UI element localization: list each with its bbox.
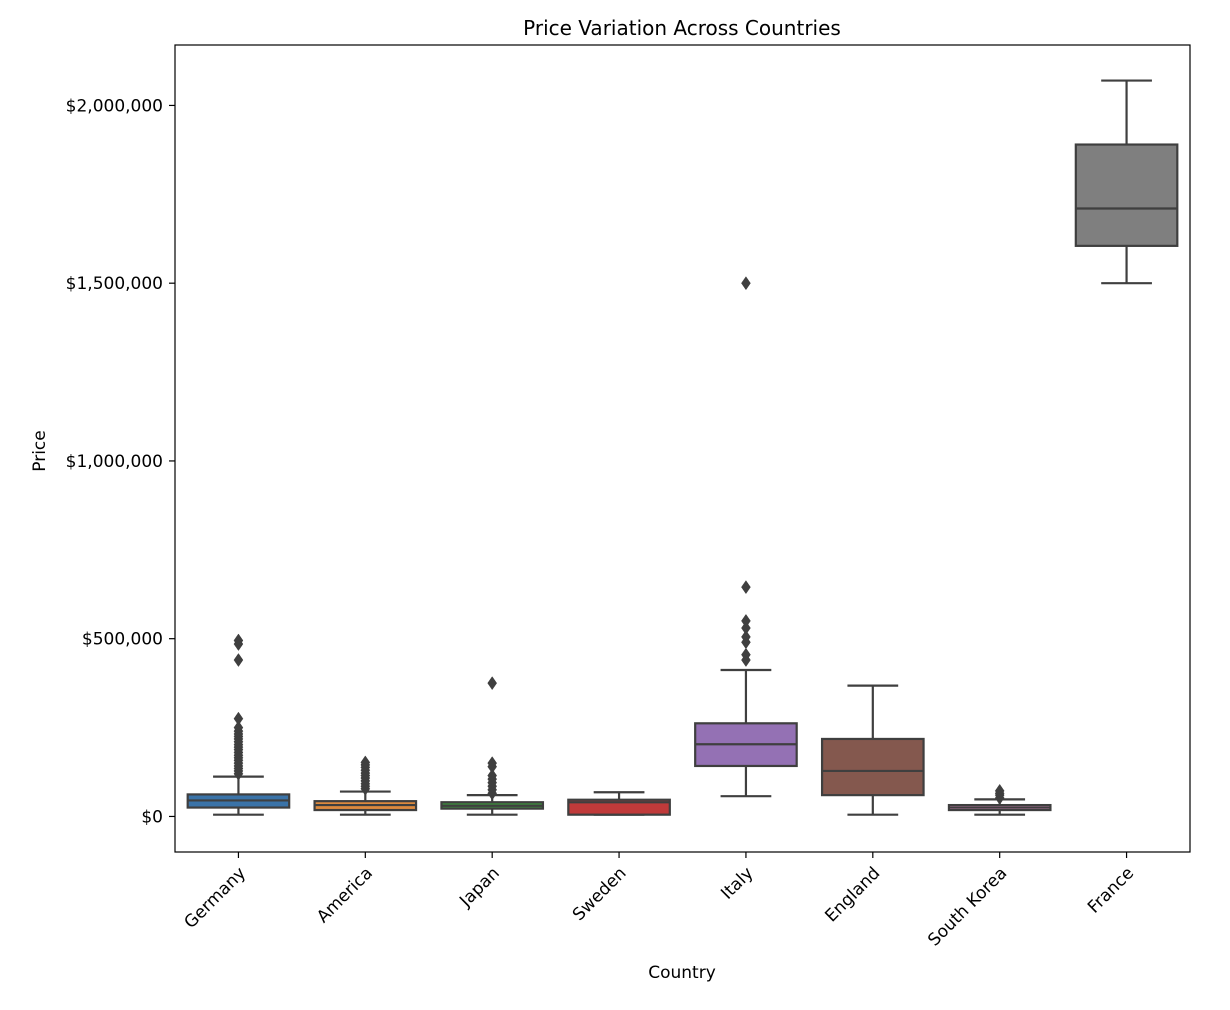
- box-japan: [440, 676, 545, 816]
- box-iqr: [567, 798, 671, 816]
- box-sweden: [567, 791, 671, 816]
- y-axis-title: Price: [30, 430, 50, 471]
- outlier-point: [741, 276, 751, 291]
- outlier-point: [994, 783, 1005, 798]
- box-south-korea: [947, 783, 1052, 816]
- y-tick-label: $2,000,000: [66, 96, 163, 116]
- box-iqr: [1074, 143, 1179, 247]
- x-tick-label: France: [1084, 863, 1138, 917]
- outlier-point: [487, 768, 497, 783]
- x-tick-label: Sweden: [569, 863, 631, 925]
- outlier-point: [741, 580, 751, 595]
- box-france: [1074, 79, 1179, 285]
- chart-title: Price Variation Across Countries: [523, 16, 841, 40]
- y-tick-label: $1,500,000: [66, 274, 163, 294]
- box-germany: [186, 633, 291, 816]
- box-italy: [694, 276, 798, 798]
- box-america: [313, 755, 418, 816]
- y-axis: $0 $500,000 $1,000,000 $1,500,000 $2,000,000: [66, 96, 175, 827]
- x-tick-label: Japan: [455, 863, 503, 911]
- outlier-point: [741, 629, 751, 644]
- plot-frame: [174, 44, 1191, 853]
- outlier-point: [360, 755, 371, 770]
- outlier-point: [233, 720, 244, 735]
- x-tick-label: America: [313, 863, 377, 927]
- x-tick-label: South Korea: [924, 863, 1011, 950]
- outlier-point: [233, 633, 244, 648]
- x-axis: Germany America Japan Sweden Italy England Sou…: [181, 852, 1138, 950]
- y-tick-label: $0: [141, 807, 163, 827]
- y-tick-label: $1,000,000: [66, 452, 163, 472]
- outlier-point: [487, 676, 497, 691]
- x-tick-label: Italy: [717, 863, 757, 903]
- outlier-point: [487, 756, 497, 771]
- y-tick-label: $500,000: [82, 630, 163, 650]
- outlier-point: [741, 613, 751, 628]
- x-tick-label: England: [821, 863, 884, 926]
- outlier-point: [233, 711, 244, 726]
- outlier-point: [741, 647, 751, 662]
- plot-area: [186, 79, 1179, 816]
- x-tick-label: Germany: [181, 863, 250, 932]
- outlier-point: [741, 621, 751, 635]
- box-iqr: [820, 737, 925, 797]
- outlier-point: [233, 653, 244, 667]
- box-england: [820, 684, 925, 816]
- x-axis-title: Country: [648, 963, 716, 983]
